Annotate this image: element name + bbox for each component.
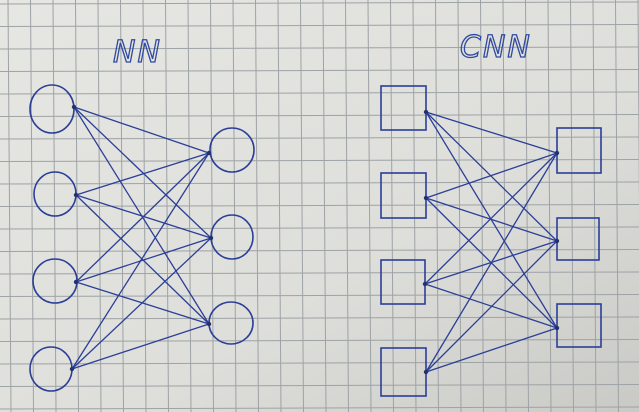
cnn-output-node xyxy=(556,127,602,174)
cnn-input-node xyxy=(380,85,427,131)
nn-diagram xyxy=(29,84,255,392)
grid-line-vertical xyxy=(457,0,462,412)
cnn-input-port xyxy=(423,369,429,375)
cnn-edge xyxy=(424,152,558,285)
grid-line-horizontal xyxy=(0,24,639,27)
nn-edge xyxy=(73,106,210,154)
grid-line-vertical xyxy=(412,0,417,412)
cnn-edge xyxy=(425,327,558,373)
nn-edge xyxy=(73,106,212,239)
grid-line-vertical xyxy=(480,0,484,412)
grid-line-vertical xyxy=(322,0,327,412)
grid-line-vertical xyxy=(525,0,529,412)
cnn-nodes xyxy=(380,85,602,397)
cnn-edge xyxy=(425,197,558,242)
cnn-input-port xyxy=(423,109,429,115)
grid-line-horizontal xyxy=(0,384,639,387)
grid-line-vertical xyxy=(547,0,552,412)
cnn-output-node xyxy=(556,303,602,348)
cnn-edge xyxy=(425,111,558,154)
cnn-edge xyxy=(425,240,558,373)
grid-line-horizontal xyxy=(0,226,639,230)
grid-line-horizontal xyxy=(0,339,639,342)
nn-edge xyxy=(71,237,212,370)
nn-edge xyxy=(75,152,210,196)
grid-line-horizontal xyxy=(0,316,639,320)
nn-edge xyxy=(75,194,210,325)
cnn-diagram xyxy=(380,85,602,397)
nn-edge xyxy=(71,152,210,370)
nn-output-node xyxy=(209,127,255,173)
nn-edge xyxy=(71,323,210,370)
nn-edge xyxy=(75,237,212,283)
grid-line-horizontal xyxy=(0,406,639,410)
cnn-edge xyxy=(425,152,558,199)
cnn-input-port xyxy=(423,195,429,201)
grid-line-vertical xyxy=(367,0,372,412)
nn-input-port xyxy=(73,192,79,198)
nn-nodes xyxy=(29,84,255,392)
grid-line-vertical xyxy=(345,0,349,412)
nn-edge xyxy=(75,152,210,283)
cnn-input-node xyxy=(380,172,427,219)
grid-line-horizontal xyxy=(0,114,639,117)
nn-input-port xyxy=(71,104,77,110)
grid-line-horizontal xyxy=(0,294,639,297)
grid-line-horizontal xyxy=(0,361,639,365)
grid-line-vertical xyxy=(570,0,574,412)
nn-output-port xyxy=(206,150,212,156)
grid-line-horizontal xyxy=(0,69,639,72)
cnn-output-port xyxy=(554,150,560,156)
grid-line-horizontal xyxy=(0,204,639,207)
grid-line-vertical xyxy=(390,0,394,412)
cnn-edge xyxy=(425,111,558,242)
grid-line-horizontal xyxy=(0,46,639,50)
cnn-title: CNN xyxy=(460,30,532,65)
cnn-output-port xyxy=(554,325,560,331)
grid-line-horizontal xyxy=(0,249,639,252)
grid-line-horizontal xyxy=(0,181,639,185)
cnn-edge xyxy=(425,152,558,373)
grid-line-horizontal xyxy=(0,91,639,95)
grid-line-horizontal xyxy=(0,271,639,275)
cnn-output-port xyxy=(554,238,560,244)
cnn-edges xyxy=(424,111,558,373)
nn-title: NN xyxy=(113,35,162,70)
nn-output-port xyxy=(206,321,212,327)
grid-line-vertical xyxy=(615,0,619,412)
grid-line-vertical xyxy=(592,0,597,412)
grid-line-vertical xyxy=(435,0,439,412)
nn-edges xyxy=(71,106,212,370)
nn-output-port xyxy=(208,235,214,241)
nn-input-port xyxy=(73,279,79,285)
grid-line-horizontal xyxy=(0,1,639,5)
nn-input-port xyxy=(69,366,75,372)
grid-line-horizontal xyxy=(0,159,639,162)
cnn-edge xyxy=(424,283,558,329)
cnn-input-port xyxy=(422,281,428,287)
